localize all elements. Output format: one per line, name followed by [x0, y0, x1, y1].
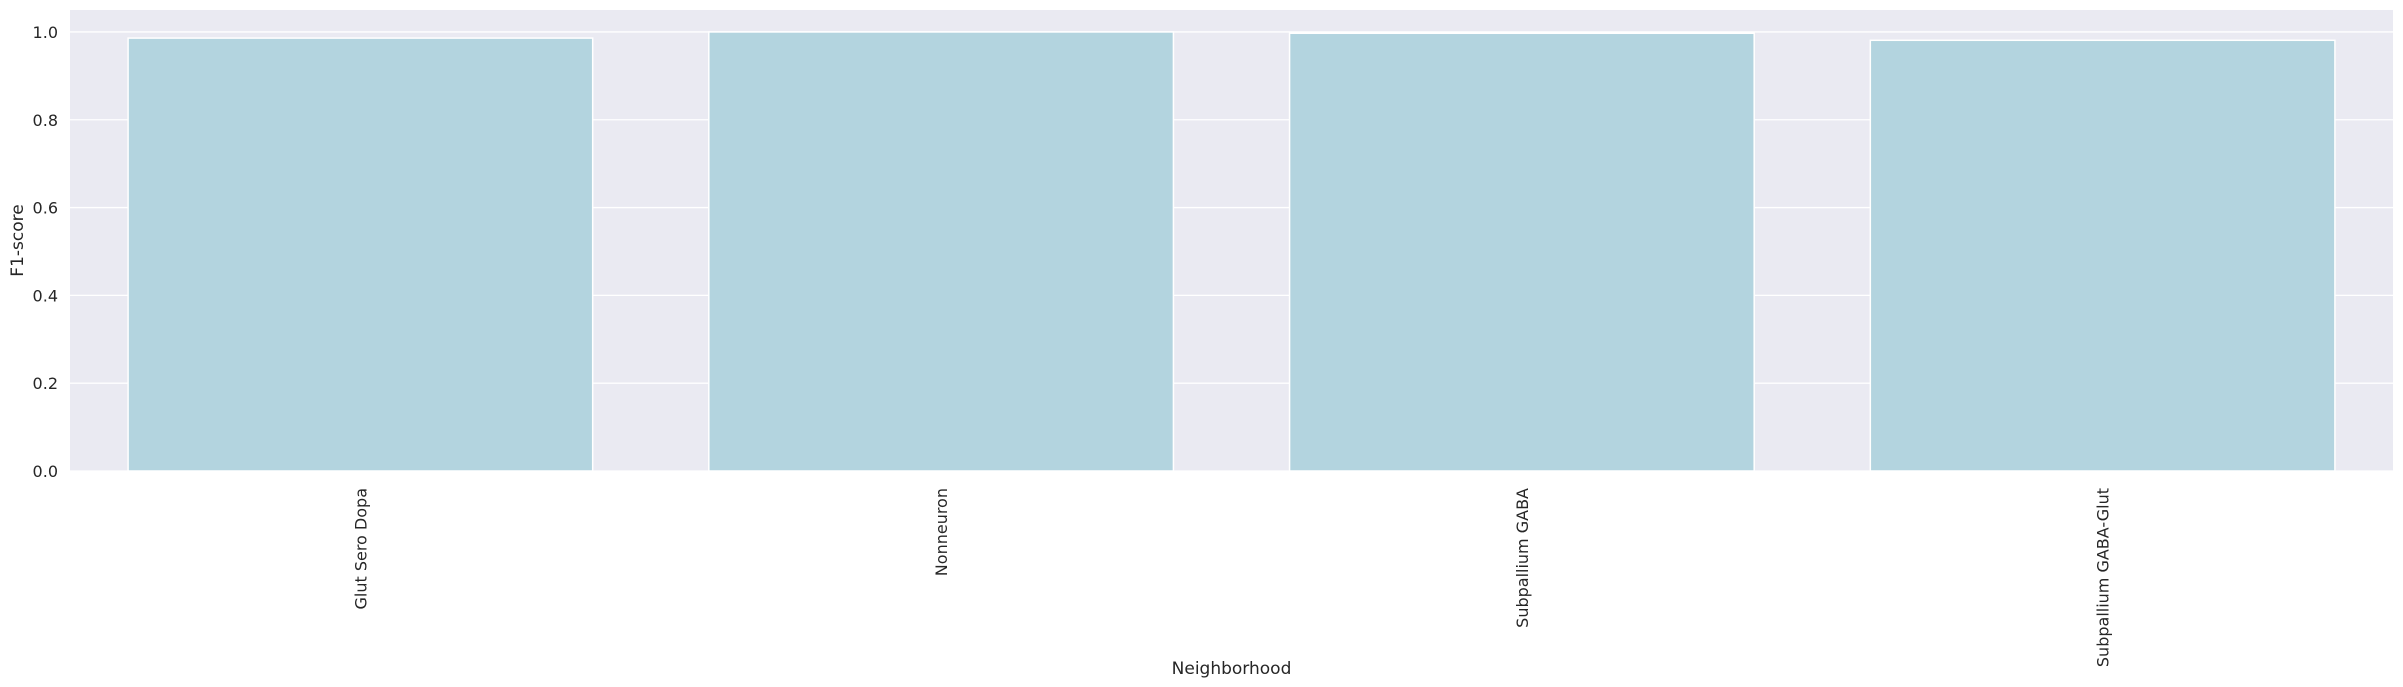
bar-glut-sero-dopa — [127, 37, 594, 472]
x-axis-label: Neighborhood — [1172, 659, 1292, 679]
y-tick-labels: 0.0 0.2 0.4 0.6 0.8 1.0 — [33, 23, 58, 481]
bar-subpallium-gaba-glut — [1869, 39, 2336, 472]
bars — [127, 31, 2336, 472]
y-tick-label: 0.6 — [33, 199, 58, 218]
y-tick-label: 0.4 — [33, 286, 58, 305]
bar-nonneuron — [708, 31, 1175, 472]
y-tick-label: 0.8 — [33, 111, 58, 130]
x-tick-labels: Glut Sero Dopa Nonneuron Subpallium GABA Su… — [351, 488, 2112, 667]
y-tick-label: 1.0 — [33, 23, 58, 42]
x-tick-label: Subpallium GABA-Glut — [2094, 488, 2113, 667]
y-axis-label: F1-score — [8, 204, 28, 276]
x-tick-label: Nonneuron — [932, 488, 951, 576]
y-tick-label: 0.2 — [33, 374, 58, 393]
x-tick-label: Subpallium GABA — [1513, 488, 1532, 628]
y-tick-label: 0.0 — [33, 462, 58, 481]
bar-subpallium-gaba — [1288, 32, 1755, 472]
x-tick-label: Glut Sero Dopa — [351, 488, 370, 610]
